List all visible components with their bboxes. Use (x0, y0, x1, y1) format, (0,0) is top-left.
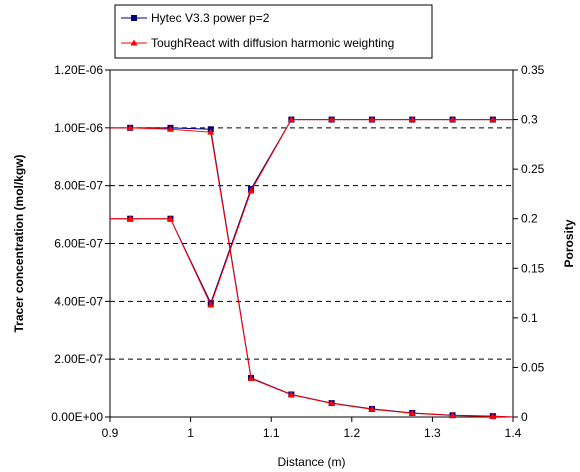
data-point (368, 405, 376, 412)
series-toughreact (110, 116, 514, 419)
data-point (328, 116, 336, 123)
y-right-tick-label: 0.05 (521, 360, 545, 374)
y-left-tick-label: 6.00E-07 (54, 237, 103, 251)
legend: Hytec V3.3 power p=2 ToughReact with diff… (114, 4, 433, 59)
grid-lines (110, 127, 513, 360)
data-point (131, 15, 137, 21)
data-point (287, 116, 295, 123)
y-left-tick-label: 8.00E-07 (54, 179, 103, 193)
x-tick-label: 1.4 (505, 426, 522, 440)
data-point (449, 116, 457, 123)
data-point (166, 215, 174, 222)
legend-item: ToughReact with diffusion harmonic weigh… (121, 36, 394, 50)
data-point (207, 128, 215, 135)
y-right-axis-title: Porosity (562, 219, 576, 267)
x-tick-label: 1.3 (424, 426, 441, 440)
y-right-tick-label: 0.1 (521, 311, 538, 325)
data-point (489, 116, 497, 123)
y-right-tick-label: 0 (521, 410, 528, 424)
legend-items: Hytec V3.3 power p=2 ToughReact with diff… (121, 11, 394, 50)
x-tick-label: 0.9 (102, 426, 119, 440)
data-point (328, 399, 336, 406)
y-left-tick-label: 2.00E-07 (54, 352, 103, 366)
y-left-axis-title: Tracer concentration (mol/kgw) (12, 154, 26, 332)
data-point (449, 412, 457, 419)
legend-label: Hytec V3.3 power p=2 (151, 11, 270, 25)
y-right-tick-label: 0.35 (521, 63, 545, 77)
series-line (110, 119, 513, 305)
data-point (368, 116, 376, 123)
y-left-tick-label: 0.00E+00 (51, 410, 103, 424)
series-line (110, 119, 513, 307)
legend-item: Hytec V3.3 power p=2 (121, 11, 270, 25)
x-tick-label: 1.2 (343, 426, 360, 440)
data-point (166, 125, 174, 132)
data-point (247, 187, 255, 194)
data-point (126, 215, 134, 222)
series-hytec (110, 116, 514, 420)
data-point (126, 124, 134, 131)
x-tick-label: 1.1 (263, 426, 280, 440)
data-point (489, 412, 497, 419)
y-right-tick-label: 0.15 (521, 261, 545, 275)
y-right-tick-label: 0.2 (521, 212, 538, 226)
data-point (247, 375, 255, 382)
legend-box (114, 4, 433, 59)
data-point (207, 301, 215, 308)
y-left-tick-label: 1.00E-06 (54, 121, 103, 135)
x-tick-label: 1 (187, 426, 194, 440)
legend-label: ToughReact with diffusion harmonic weigh… (151, 36, 394, 50)
data-point (130, 39, 138, 46)
y-right-tick-label: 0.3 (521, 113, 538, 127)
series-line (110, 127, 514, 418)
data-point (408, 116, 416, 123)
x-axis-title: Distance (m) (277, 455, 345, 469)
ticks-layer: 0.00E+00 2.00E-07 4.00E-07 6.00E-07 8.00E-07… (51, 63, 544, 440)
y-right-tick-label: 0.25 (521, 162, 545, 176)
y-left-tick-label: 1.20E-06 (54, 63, 103, 77)
y-left-tick-label: 4.00E-07 (54, 294, 103, 308)
data-point (408, 409, 416, 416)
series-layer (110, 116, 514, 420)
data-point (287, 391, 295, 398)
series-line (110, 127, 514, 418)
